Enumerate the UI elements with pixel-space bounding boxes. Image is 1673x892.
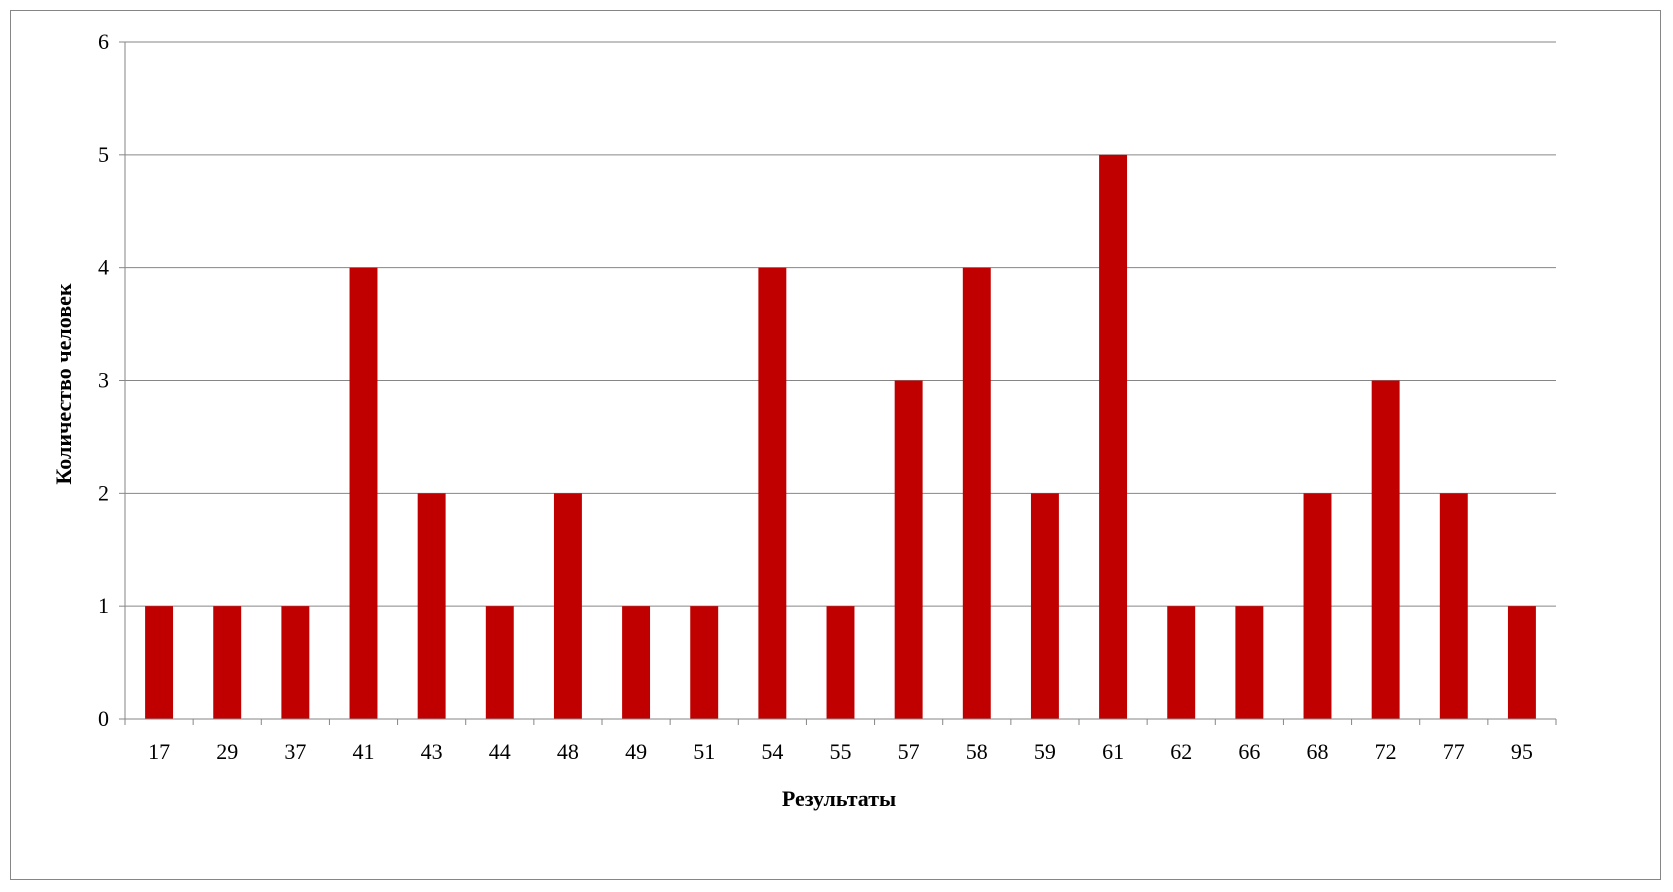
y-axis-title: Количество человек (51, 283, 76, 484)
x-tick-label: 66 (1238, 739, 1260, 764)
bar (417, 493, 446, 719)
bar (622, 606, 651, 719)
x-tick-label: 72 (1375, 739, 1397, 764)
x-tick-label: 62 (1170, 739, 1192, 764)
y-tick-labels: 0 1 2 3 4 5 6 (98, 29, 109, 731)
bar (485, 606, 514, 719)
bar (1099, 154, 1128, 720)
x-tick-label: 17 (148, 739, 170, 764)
x-tick-label: 43 (421, 739, 443, 764)
bar (1507, 606, 1536, 719)
x-tick-label: 58 (966, 739, 988, 764)
x-tick-label: 49 (625, 739, 647, 764)
x-tick-label: 41 (353, 739, 375, 764)
y-tick-label: 0 (98, 706, 109, 731)
x-tick-label: 37 (284, 739, 306, 764)
axes (119, 41, 1557, 725)
y-tick-label: 6 (98, 29, 109, 54)
x-tick-label: 48 (557, 739, 579, 764)
x-tick-label: 77 (1443, 739, 1465, 764)
y-tick-label: 4 (98, 255, 109, 280)
bar (1371, 380, 1400, 719)
bar (894, 380, 923, 719)
x-axis-title: Результаты (782, 786, 896, 811)
bar (1235, 606, 1264, 719)
y-tick-label: 2 (98, 480, 109, 505)
gridlines (125, 41, 1556, 607)
bar (349, 267, 378, 719)
bar-chart: 0 1 2 3 4 5 6 17 29 37 41 43 44 48 49 51 54 55 57 58 59 61 62… (51, 29, 1557, 811)
bars (145, 154, 1536, 720)
bar (690, 606, 719, 719)
bar (758, 267, 787, 719)
x-tick-label: 61 (1102, 739, 1124, 764)
bar (1303, 493, 1332, 719)
x-tick-label: 57 (898, 739, 920, 764)
bar (1167, 606, 1196, 719)
bar (213, 606, 242, 719)
bar (826, 606, 855, 719)
bar (1030, 493, 1059, 719)
x-tick-label: 95 (1511, 739, 1533, 764)
x-tick-label: 29 (216, 739, 238, 764)
x-tick-labels: 17 29 37 41 43 44 48 49 51 54 55 57 58 59 61 62 66 68 72 77… (148, 739, 1533, 764)
y-tick-label: 3 (98, 368, 109, 393)
x-tick-label: 59 (1034, 739, 1056, 764)
bar (145, 606, 174, 719)
chart-frame: 0 1 2 3 4 5 6 17 29 37 41 43 44 48 49 51 54 55 57 58 59 61 62… (10, 10, 1661, 880)
bar (1439, 493, 1468, 719)
y-tick-label: 1 (98, 593, 109, 618)
x-tick-label: 54 (761, 739, 783, 764)
bar (962, 267, 991, 719)
x-tick-label: 68 (1307, 739, 1329, 764)
bar (281, 606, 310, 719)
x-tick-label: 51 (693, 739, 715, 764)
bar (553, 493, 582, 719)
y-tick-label: 5 (98, 142, 109, 167)
x-tick-label: 44 (489, 739, 511, 764)
x-tick-label: 55 (830, 739, 852, 764)
